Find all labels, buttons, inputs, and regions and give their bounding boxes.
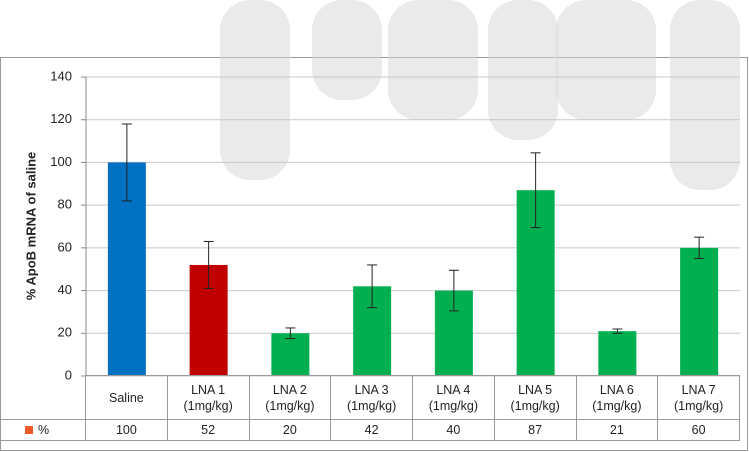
y-tick-label: 120: [50, 111, 72, 126]
legend-cell: %: [0, 419, 86, 441]
y-tick-label: 140: [50, 68, 72, 83]
value-cell: 20: [248, 419, 332, 441]
value-cell: 52: [166, 419, 250, 441]
y-axis-title: % ApoB mRNA of saline: [23, 152, 38, 301]
y-tick-label: 0: [65, 367, 72, 382]
value-cell: 21: [575, 419, 659, 441]
value-cell: 60: [657, 419, 740, 441]
molecule-image: [556, 0, 656, 120]
category-cell: LNA 5 (1mg/kg): [493, 375, 577, 420]
category-cell: LNA 4 (1mg/kg): [412, 375, 495, 420]
value-cell: 100: [85, 419, 168, 441]
value-cell: 40: [412, 419, 495, 441]
legend-label: %: [38, 423, 50, 437]
category-cell: LNA 2 (1mg/kg): [248, 375, 332, 420]
y-tick-label: 60: [58, 239, 72, 254]
value-cell: 87: [493, 419, 577, 441]
molecule-image: [488, 0, 558, 140]
bar: [598, 331, 637, 376]
molecule-image: [312, 0, 382, 100]
bar: [271, 333, 310, 376]
y-tick-label: 40: [58, 282, 72, 297]
legend-swatch: [25, 426, 33, 434]
category-cell: LNA 6 (1mg/kg): [575, 375, 659, 420]
category-cell: LNA 7 (1mg/kg): [657, 375, 740, 420]
molecule-image: [670, 0, 740, 190]
y-tick-label: 20: [58, 325, 72, 340]
category-cell: LNA 3 (1mg/kg): [330, 375, 413, 420]
category-cell: LNA 1 (1mg/kg): [166, 375, 250, 420]
molecule-image: [220, 0, 290, 180]
category-cell: Saline: [85, 375, 168, 420]
y-tick-label: 80: [58, 197, 72, 212]
molecule-image: [388, 0, 478, 120]
value-cell: 42: [330, 419, 413, 441]
y-tick-label: 100: [50, 154, 72, 169]
bar: [680, 247, 719, 376]
